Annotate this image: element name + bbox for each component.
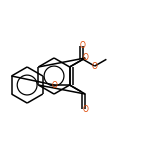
Text: O: O [80, 41, 86, 50]
Text: O: O [51, 81, 57, 90]
Text: O: O [92, 62, 98, 71]
Text: O: O [83, 54, 89, 62]
Text: O: O [82, 105, 88, 114]
